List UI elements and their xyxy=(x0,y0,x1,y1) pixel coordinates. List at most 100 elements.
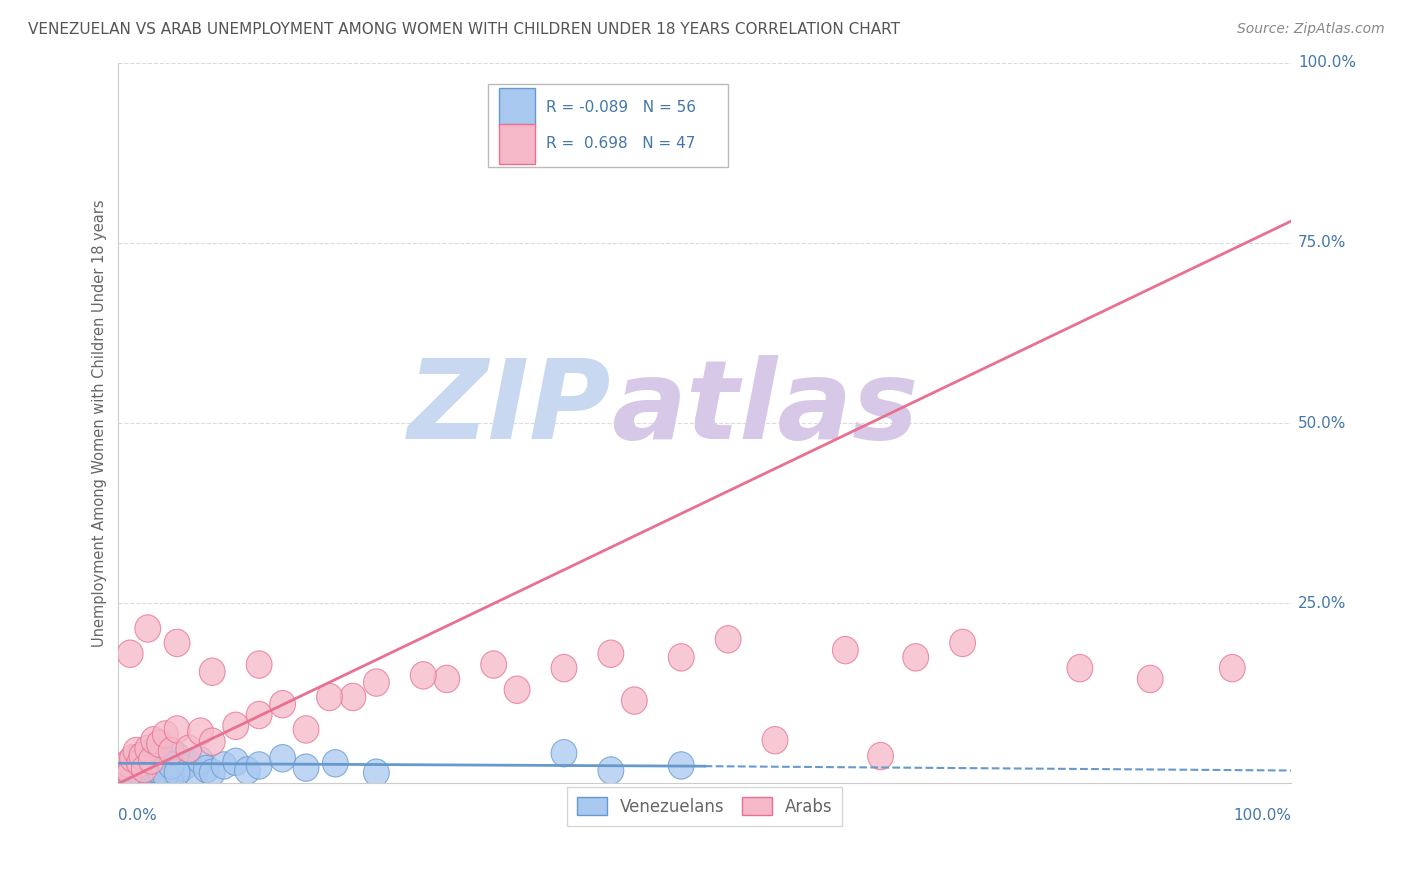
Ellipse shape xyxy=(141,756,166,783)
Ellipse shape xyxy=(165,629,190,657)
Ellipse shape xyxy=(152,761,179,789)
Text: 100.0%: 100.0% xyxy=(1298,55,1355,70)
Ellipse shape xyxy=(165,742,190,770)
Ellipse shape xyxy=(621,687,647,714)
Legend: Venezuelans, Arabs: Venezuelans, Arabs xyxy=(567,788,842,826)
Ellipse shape xyxy=(152,747,179,774)
Ellipse shape xyxy=(194,756,219,783)
Ellipse shape xyxy=(124,756,150,784)
Ellipse shape xyxy=(141,754,166,781)
Ellipse shape xyxy=(117,759,143,787)
Ellipse shape xyxy=(187,718,214,746)
Text: Source: ZipAtlas.com: Source: ZipAtlas.com xyxy=(1237,22,1385,37)
Ellipse shape xyxy=(903,644,928,671)
Ellipse shape xyxy=(129,759,155,787)
Ellipse shape xyxy=(135,759,160,787)
Ellipse shape xyxy=(159,738,184,764)
Text: 100.0%: 100.0% xyxy=(1233,808,1291,823)
FancyBboxPatch shape xyxy=(499,87,534,128)
Ellipse shape xyxy=(716,625,741,653)
Text: atlas: atlas xyxy=(610,355,918,462)
Ellipse shape xyxy=(131,756,157,783)
Ellipse shape xyxy=(200,658,225,685)
Ellipse shape xyxy=(114,759,139,787)
Ellipse shape xyxy=(115,749,141,777)
Ellipse shape xyxy=(127,749,152,777)
Ellipse shape xyxy=(200,728,225,756)
Ellipse shape xyxy=(165,715,190,743)
Ellipse shape xyxy=(434,665,460,693)
Ellipse shape xyxy=(135,615,160,642)
Ellipse shape xyxy=(155,759,180,787)
Ellipse shape xyxy=(176,735,201,763)
FancyBboxPatch shape xyxy=(488,84,728,167)
Ellipse shape xyxy=(832,636,858,664)
Ellipse shape xyxy=(127,749,152,777)
Ellipse shape xyxy=(115,764,141,791)
Ellipse shape xyxy=(135,752,160,779)
Ellipse shape xyxy=(222,712,249,739)
Ellipse shape xyxy=(150,756,176,783)
Ellipse shape xyxy=(481,651,506,678)
Ellipse shape xyxy=(141,745,166,772)
Ellipse shape xyxy=(152,721,179,748)
Ellipse shape xyxy=(187,747,214,774)
Ellipse shape xyxy=(124,738,149,764)
Ellipse shape xyxy=(143,759,169,787)
Ellipse shape xyxy=(211,752,236,779)
Ellipse shape xyxy=(146,738,173,764)
Ellipse shape xyxy=(121,761,146,789)
Ellipse shape xyxy=(159,752,184,779)
Ellipse shape xyxy=(1067,655,1092,681)
Text: 0.0%: 0.0% xyxy=(118,808,157,823)
Ellipse shape xyxy=(159,752,184,779)
Ellipse shape xyxy=(124,745,149,772)
Ellipse shape xyxy=(146,756,173,784)
Ellipse shape xyxy=(165,756,190,784)
Ellipse shape xyxy=(868,742,893,770)
Ellipse shape xyxy=(138,747,165,774)
Ellipse shape xyxy=(111,756,138,783)
Ellipse shape xyxy=(411,662,436,689)
Ellipse shape xyxy=(131,756,157,783)
Ellipse shape xyxy=(1137,665,1163,693)
Y-axis label: Unemployment Among Women with Children Under 18 years: Unemployment Among Women with Children U… xyxy=(93,199,107,647)
Ellipse shape xyxy=(364,669,389,697)
Ellipse shape xyxy=(165,759,190,787)
Ellipse shape xyxy=(132,742,159,770)
Text: 50.0%: 50.0% xyxy=(1298,416,1346,431)
Ellipse shape xyxy=(222,748,249,775)
Ellipse shape xyxy=(270,690,295,718)
Ellipse shape xyxy=(668,752,695,779)
Ellipse shape xyxy=(135,735,160,763)
Ellipse shape xyxy=(505,676,530,704)
Text: ZIP: ZIP xyxy=(408,355,610,462)
Ellipse shape xyxy=(170,754,195,781)
FancyBboxPatch shape xyxy=(499,124,534,164)
Ellipse shape xyxy=(598,640,624,667)
Ellipse shape xyxy=(235,756,260,784)
Ellipse shape xyxy=(551,739,576,767)
Ellipse shape xyxy=(340,683,366,711)
Ellipse shape xyxy=(141,726,166,754)
Text: 25.0%: 25.0% xyxy=(1298,596,1346,611)
Ellipse shape xyxy=(120,745,145,772)
Ellipse shape xyxy=(270,745,295,772)
Ellipse shape xyxy=(176,749,201,777)
Ellipse shape xyxy=(111,754,138,781)
Ellipse shape xyxy=(117,756,143,784)
Ellipse shape xyxy=(115,752,141,779)
Ellipse shape xyxy=(138,756,165,784)
Ellipse shape xyxy=(292,754,319,781)
Ellipse shape xyxy=(322,749,349,777)
Ellipse shape xyxy=(316,683,343,711)
Ellipse shape xyxy=(598,756,624,784)
Text: R =  0.698   N = 47: R = 0.698 N = 47 xyxy=(547,136,696,152)
Ellipse shape xyxy=(1219,655,1246,681)
Ellipse shape xyxy=(146,749,173,777)
Ellipse shape xyxy=(135,739,160,767)
Ellipse shape xyxy=(762,726,787,754)
Ellipse shape xyxy=(551,655,576,681)
Ellipse shape xyxy=(246,752,271,779)
Ellipse shape xyxy=(129,754,155,781)
